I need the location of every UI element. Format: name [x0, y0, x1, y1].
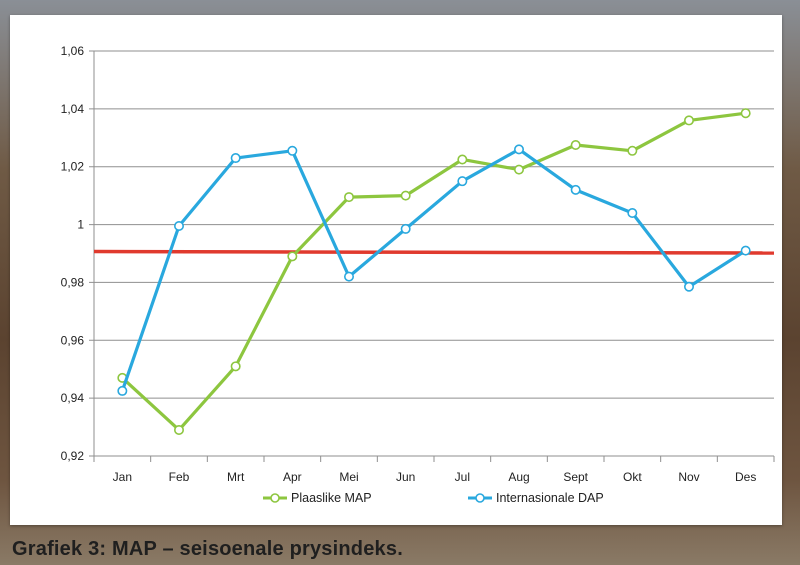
- data-point-series-2: [570, 184, 581, 195]
- data-point-series-1: [457, 154, 468, 165]
- x-tick-label: Apr: [283, 470, 302, 484]
- data-point-series-1: [400, 190, 411, 201]
- data-point-series-1: [230, 361, 241, 372]
- x-tick-label: Mrt: [227, 470, 245, 484]
- x-tick-label: Nov: [678, 470, 699, 484]
- legend: Plaaslike MAP Internasionale DAP: [263, 491, 604, 505]
- data-point-series-2: [343, 271, 354, 282]
- data-point-series-1: [683, 115, 694, 126]
- series-line-1: [121, 111, 746, 432]
- reference-line: [93, 249, 775, 255]
- data-point-series-2: [230, 153, 241, 164]
- y-tick-label: 1,04: [61, 102, 85, 116]
- data-point-series-2: [740, 245, 751, 256]
- data-point-series-2: [400, 223, 411, 234]
- x-tick-label: Feb: [169, 470, 190, 484]
- line-chart: 0,92 0,94 0,96 0,98 1 1,02 1,04 1,06 Jan Feb Mrt Ap…: [61, 44, 775, 505]
- x-tick-label: Jan: [113, 470, 132, 484]
- chart-caption: Grafiek 3: MAP – seisoenale prysindeks.: [12, 538, 403, 560]
- x-tick-label: Mei: [339, 470, 358, 484]
- gridlines: [89, 50, 774, 457]
- legend-label: Internasionale DAP: [496, 491, 604, 505]
- y-tick-label: 0,92: [61, 449, 85, 463]
- data-point-series-1: [740, 108, 751, 119]
- axes: [93, 51, 775, 462]
- x-tick-label: Aug: [508, 470, 529, 484]
- y-tick-label: 0,96: [61, 333, 85, 347]
- data-point-series-2: [117, 385, 128, 396]
- data-point-series-2: [457, 176, 468, 187]
- data-point-series-1: [174, 424, 185, 435]
- data-point-series-2: [683, 281, 694, 292]
- data-point-series-2: [627, 208, 638, 219]
- data-point-series-2: [513, 144, 524, 155]
- x-tick-label: Sept: [563, 470, 588, 484]
- y-tick-label: 0,98: [61, 275, 85, 289]
- reference-line-layer: [93, 249, 775, 255]
- x-tick-label: Jul: [455, 470, 470, 484]
- legend-swatch-marker: [270, 493, 280, 503]
- series-line-2: [120, 147, 747, 392]
- y-tick-label: 1,02: [61, 160, 85, 174]
- data-point-series-1: [287, 251, 298, 262]
- series-layer: [117, 108, 751, 435]
- y-tick-label: 1: [77, 218, 84, 232]
- x-tick-label: Jun: [396, 470, 415, 484]
- chart-panel: 0,92 0,94 0,96 0,98 1 1,02 1,04 1,06 Jan Feb Mrt Ap…: [10, 15, 782, 525]
- legend-swatch-marker: [475, 493, 485, 503]
- y-tick-label: 1,06: [61, 44, 85, 58]
- data-point-series-1: [513, 164, 524, 175]
- data-point-series-1: [570, 140, 581, 151]
- data-point-series-1: [627, 145, 638, 156]
- legend-label: Plaaslike MAP: [291, 491, 372, 505]
- data-point-series-2: [174, 221, 185, 232]
- data-point-series-2: [287, 145, 298, 156]
- data-point-series-1: [343, 192, 354, 203]
- x-tick-label: Des: [735, 470, 756, 484]
- y-tick-label: 0,94: [61, 391, 85, 405]
- tick-labels: 0,92 0,94 0,96 0,98 1 1,02 1,04 1,06 Jan Feb Mrt Ap…: [61, 44, 757, 484]
- x-tick-label: Okt: [623, 470, 642, 484]
